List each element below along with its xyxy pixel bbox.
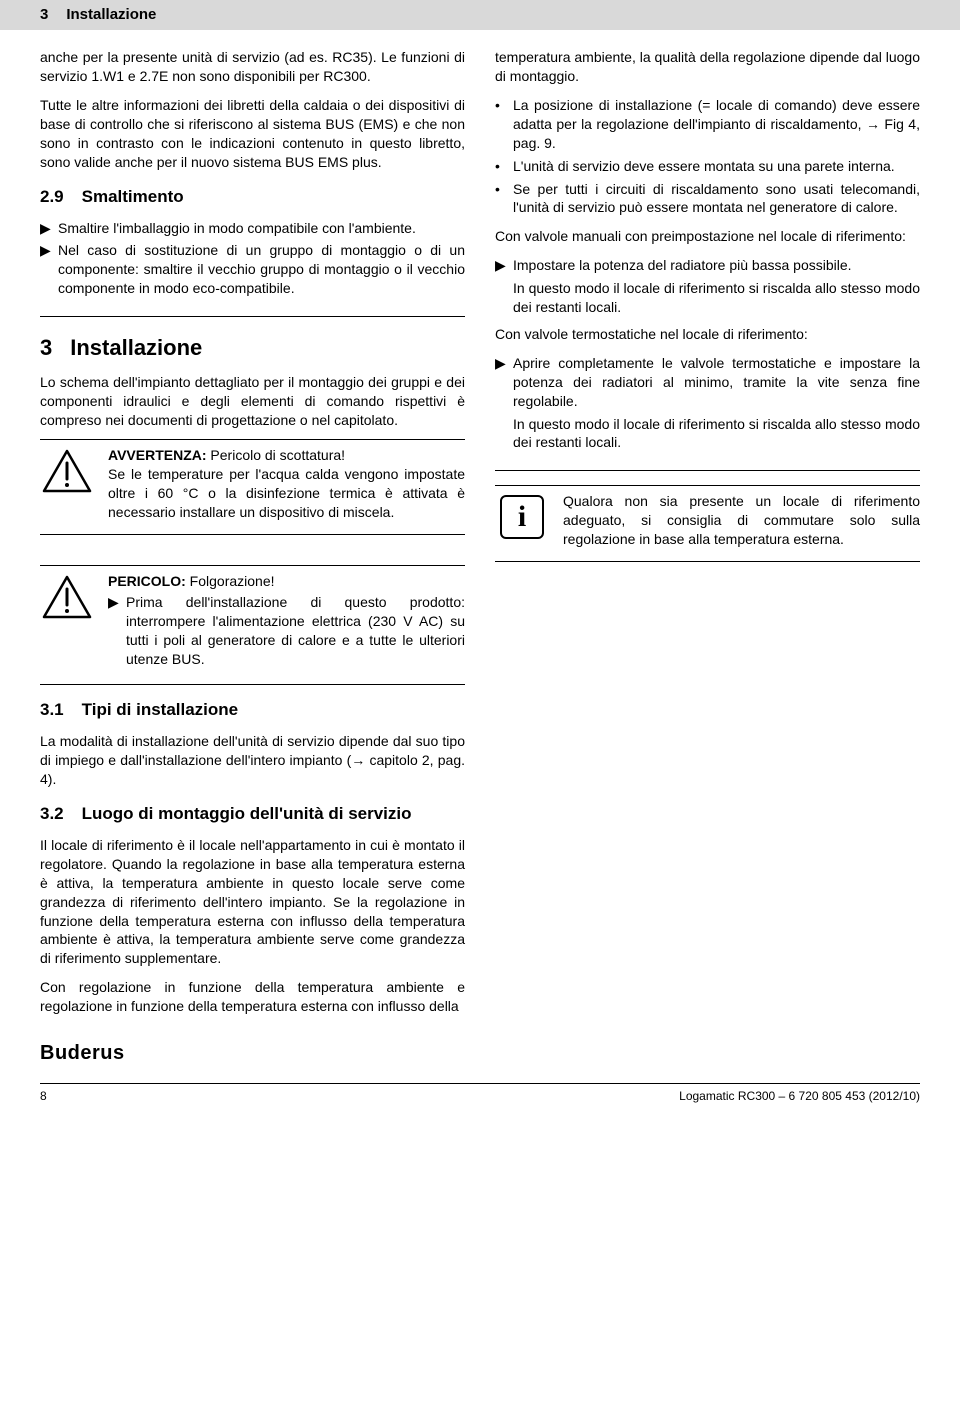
section-number: 3.2 bbox=[40, 804, 64, 823]
chapter-title: Installazione bbox=[66, 6, 156, 23]
list-item-text: Smaltire l'imballaggio in modo compatibi… bbox=[58, 219, 465, 238]
section-number: 2.9 bbox=[40, 187, 64, 206]
section-divider bbox=[40, 316, 465, 317]
list-item: ▶ Impostare la potenza del radiatore più… bbox=[495, 256, 920, 275]
triangle-bullet-icon: ▶ bbox=[40, 241, 58, 298]
list-item: ▶ Prima dell'installazione di questo pro… bbox=[108, 593, 465, 669]
dot-bullet-icon: • bbox=[495, 180, 513, 218]
list-item-text: Nel caso di sostituzione di un gruppo di… bbox=[58, 241, 465, 298]
warning-label: AVVERTENZA: bbox=[108, 447, 207, 463]
document-id: Logamatic RC300 – 6 720 805 453 (2012/10… bbox=[679, 1088, 920, 1104]
page: 3 Installazione anche per la presente uni… bbox=[0, 0, 960, 1124]
body-text: Con valvole termostatiche nel locale di … bbox=[495, 325, 920, 344]
section-number: 3.1 bbox=[40, 700, 64, 719]
list-item-continuation: In questo modo il locale di riferimento … bbox=[513, 415, 920, 453]
warning-text: AVVERTENZA: Pericolo di scottatura! Se l… bbox=[108, 446, 465, 522]
dot-bullet-icon: • bbox=[495, 157, 513, 176]
warning-subtitle: Pericolo di scottatura! bbox=[207, 447, 346, 463]
triangle-bullet-icon: ▶ bbox=[495, 256, 513, 275]
info-text: Qualora non sia presente un locale di ri… bbox=[563, 492, 920, 549]
danger-label: PERICOLO: bbox=[108, 573, 186, 589]
chapter-heading: 3 Installazione bbox=[40, 333, 465, 363]
page-footer: 8 Logamatic RC300 – 6 720 805 453 (2012/… bbox=[40, 1083, 920, 1104]
section-heading: 2.9 Smaltimento bbox=[40, 186, 465, 209]
info-icon: i bbox=[495, 492, 549, 542]
list-item-text: L'unità di servizio deve essere montata … bbox=[513, 157, 920, 176]
section-heading: 3.1 Tipi di installazione bbox=[40, 699, 465, 722]
list-item-text: La posizione di installazione (= locale … bbox=[513, 96, 920, 153]
list-item: • La posizione di installazione (= local… bbox=[495, 96, 920, 153]
info-callout: i Qualora non sia presente un locale di … bbox=[495, 492, 920, 549]
list-item: • L'unità di servizio deve essere montat… bbox=[495, 157, 920, 176]
two-column-layout: anche per la presente unità di servizio … bbox=[40, 48, 920, 1026]
list-item: ▶ Aprire completamente le valvole termos… bbox=[495, 354, 920, 411]
list-item: ▶ Smaltire l'imballaggio in modo compati… bbox=[40, 219, 465, 238]
callout-rule bbox=[495, 561, 920, 562]
chapter-header: 3 Installazione bbox=[0, 0, 960, 30]
chapter-number: 3 bbox=[40, 335, 52, 360]
list-item-text: Se per tutti i circuiti di riscaldamento… bbox=[513, 180, 920, 218]
warning-triangle-icon bbox=[40, 572, 94, 622]
section-divider bbox=[495, 470, 920, 471]
brand-logo: Buderus bbox=[40, 1040, 920, 1067]
body-text: Con valvole manuali con preimpostazione … bbox=[495, 227, 920, 246]
list-item-text: Impostare la potenza del radiatore più b… bbox=[513, 256, 920, 275]
section-title: Smaltimento bbox=[82, 187, 184, 206]
body-text: La modalità di installazione dell'unità … bbox=[40, 732, 465, 789]
body-text: Tutte le altre informazioni dei libretti… bbox=[40, 96, 465, 172]
body-text: temperatura ambiente, la qualità della r… bbox=[495, 48, 920, 86]
warning-callout: AVVERTENZA: Pericolo di scottatura! Se l… bbox=[40, 446, 465, 522]
body-text: Lo schema dell'impianto dettagliato per … bbox=[40, 373, 465, 430]
action-list: ▶ Smaltire l'imballaggio in modo compati… bbox=[40, 219, 465, 299]
callout-rule bbox=[40, 439, 465, 440]
body-text: Il locale di riferimento è il locale nel… bbox=[40, 836, 465, 968]
warning-body: Se le temperature per l'acqua calda veng… bbox=[108, 465, 465, 522]
chapter-number: 3 bbox=[40, 6, 48, 23]
triangle-bullet-icon: ▶ bbox=[40, 219, 58, 238]
list-item-continuation: In questo modo il locale di riferimento … bbox=[513, 279, 920, 317]
dot-bullet-icon: • bbox=[495, 96, 513, 153]
danger-subtitle: Folgorazione! bbox=[186, 573, 275, 589]
list-item-text: Prima dell'installazione di questo prodo… bbox=[126, 593, 465, 669]
triangle-bullet-icon: ▶ bbox=[108, 593, 126, 669]
body-text: anche per la presente unità di servizio … bbox=[40, 48, 465, 86]
triangle-bullet-icon: ▶ bbox=[495, 354, 513, 411]
list-item: ▶ Nel caso di sostituzione di un gruppo … bbox=[40, 241, 465, 298]
danger-callout: PERICOLO: Folgorazione! ▶ Prima dell'ins… bbox=[40, 572, 465, 672]
section-heading: 3.2 Luogo di montaggio dell'unità di serv… bbox=[40, 803, 465, 826]
callout-rule bbox=[495, 485, 920, 486]
bullet-list: • La posizione di installazione (= local… bbox=[495, 96, 920, 217]
chapter-title: Installazione bbox=[70, 335, 202, 360]
body-text: Con regolazione in funzione della temper… bbox=[40, 978, 465, 1016]
callout-rule bbox=[40, 684, 465, 685]
left-column: anche per la presente unità di servizio … bbox=[40, 48, 465, 1026]
page-number: 8 bbox=[40, 1088, 47, 1104]
right-column: temperatura ambiente, la qualità della r… bbox=[495, 48, 920, 1026]
section-title: Luogo di montaggio dell'unità di servizi… bbox=[82, 804, 412, 823]
list-item-text: Aprire completamente le valvole termosta… bbox=[513, 354, 920, 411]
section-title: Tipi di installazione bbox=[82, 700, 239, 719]
callout-rule bbox=[40, 534, 465, 535]
list-item: • Se per tutti i circuiti di riscaldamen… bbox=[495, 180, 920, 218]
callout-rule bbox=[40, 565, 465, 566]
warning-triangle-icon bbox=[40, 446, 94, 496]
danger-text: PERICOLO: Folgorazione! ▶ Prima dell'ins… bbox=[108, 572, 465, 672]
